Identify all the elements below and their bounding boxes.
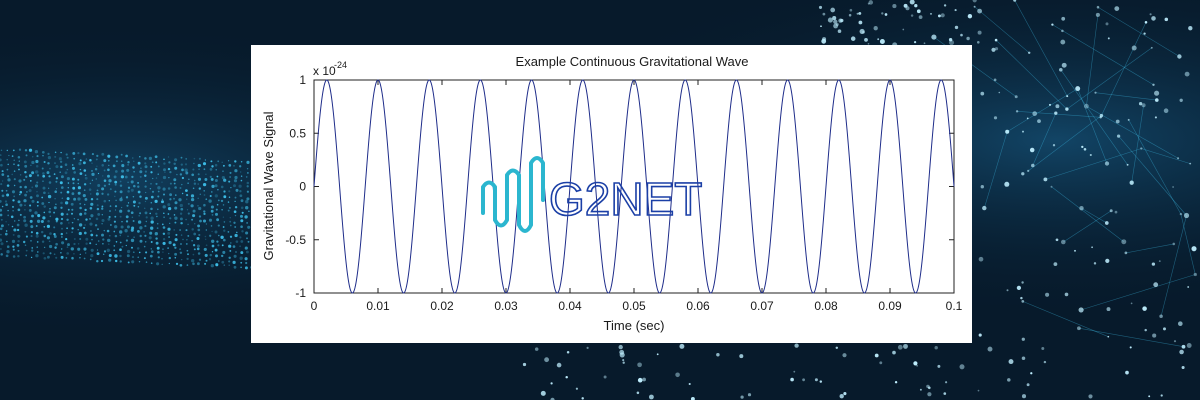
gravitational-wave-chart: Example Continuous Gravitational Wave x … bbox=[261, 54, 963, 333]
x-axis: 0 0.01 0.02 0.03 0.04 0.05 0.06 0.07 0.08 0.09 0.1 bbox=[311, 80, 963, 313]
g2net-logo: G2NET bbox=[481, 156, 703, 233]
x-tick-label: 0.1 bbox=[946, 299, 963, 313]
y-axis: -1 -0.5 0 0.5 1 bbox=[285, 73, 954, 300]
x-tick-label: 0.04 bbox=[558, 299, 582, 313]
x-tick-label: 0 bbox=[311, 299, 318, 313]
x-tick-label: 0.09 bbox=[878, 299, 902, 313]
chart-title: Example Continuous Gravitational Wave bbox=[516, 54, 749, 69]
x-tick-label: 0.08 bbox=[814, 299, 838, 313]
x-tick-label: 0.06 bbox=[686, 299, 710, 313]
x-tick-label: 0.05 bbox=[622, 299, 646, 313]
chart-panel: Example Continuous Gravitational Wave x … bbox=[251, 45, 972, 343]
y-tick-label: -1 bbox=[295, 286, 306, 300]
x-axis-label: Time (sec) bbox=[604, 318, 665, 333]
x-tick-label: 0.02 bbox=[430, 299, 454, 313]
y-multiplier-label: x 10 bbox=[313, 64, 336, 78]
logo-wave-mark bbox=[481, 156, 545, 233]
y-axis-label: Gravitational Wave Signal bbox=[261, 111, 276, 260]
x-tick-label: 0.03 bbox=[494, 299, 518, 313]
y-tick-label: 0.5 bbox=[289, 126, 306, 140]
x-tick-label: 0.01 bbox=[366, 299, 390, 313]
y-tick-label: 0 bbox=[299, 180, 306, 194]
y-tick-label: -0.5 bbox=[285, 233, 306, 247]
y-exponent-label: -24 bbox=[334, 60, 347, 70]
logo-text: G2NET bbox=[549, 173, 702, 225]
y-tick-label: 1 bbox=[299, 73, 306, 87]
x-tick-label: 0.07 bbox=[750, 299, 774, 313]
wave-series-line bbox=[313, 79, 955, 294]
